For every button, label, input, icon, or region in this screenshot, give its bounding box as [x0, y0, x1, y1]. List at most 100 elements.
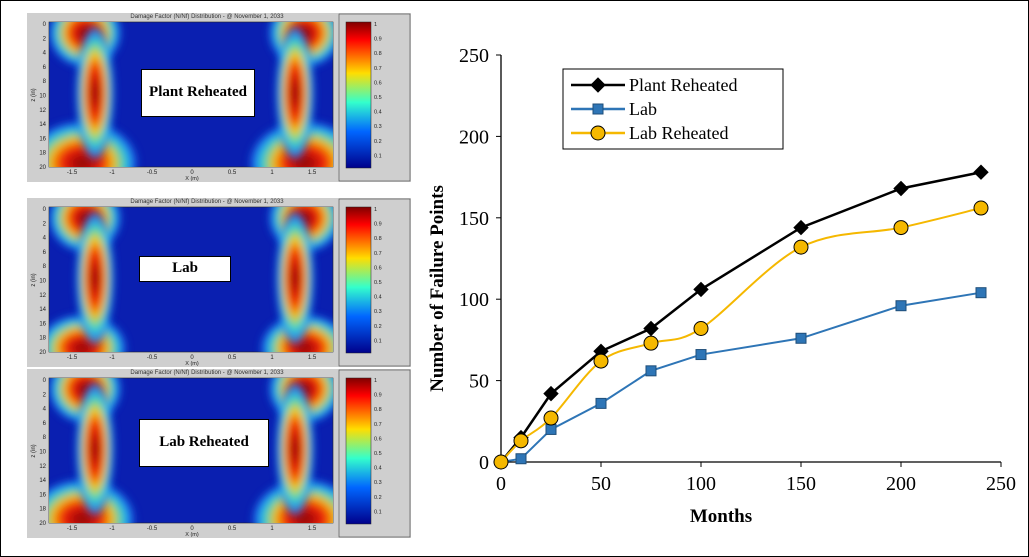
- colorbar-tick: 0.8: [374, 407, 382, 413]
- heatmap-ytick: 10: [39, 279, 46, 285]
- heatmap-xtick: -1.5: [67, 170, 78, 176]
- heatmap-xtick: 0: [190, 526, 194, 532]
- colorbar-tick: 0.9: [374, 393, 382, 399]
- colorbar-tick: 1: [374, 207, 377, 213]
- data-point: [545, 423, 557, 435]
- heatmap-ylabel: z (in): [31, 444, 37, 457]
- heatmap-ytick: 14: [39, 307, 46, 313]
- heatmap-xlabel: X (m): [185, 176, 199, 182]
- heatmap-ytick: 2: [43, 221, 47, 227]
- y-tick-label: 250: [459, 45, 489, 67]
- heatmap-ytick: 20: [39, 521, 46, 527]
- colorbar-tick: 0.7: [374, 66, 382, 72]
- heatmap-ytick: 14: [39, 122, 46, 128]
- colorbar: 1 0.9 0.8 0.7 0.6 0.5 0.4 0.3 0.2 0.1: [338, 13, 411, 182]
- y-tick-label: 200: [459, 126, 489, 148]
- heatmap-plot: 0 2 4 6 8 10 12 14 16 18 20 -1.5 -1 -0.5 0 0.5 1 1.5 z (in…: [31, 206, 334, 367]
- heatmap-ytick: 8: [43, 435, 47, 441]
- heatmap-xtick: 1: [270, 526, 274, 532]
- data-point: [643, 335, 659, 351]
- data-point: [493, 454, 509, 470]
- colorbar-tick: 0.3: [374, 309, 382, 315]
- data-point: [975, 287, 987, 299]
- data-point: [793, 219, 809, 236]
- heatmap-ytick: 18: [39, 507, 46, 513]
- heatmap-ytick: 0: [43, 378, 47, 384]
- data-point: [543, 410, 559, 426]
- data-point: [543, 385, 559, 402]
- data-point: [645, 365, 657, 377]
- colorbar-tick: 1: [374, 378, 377, 384]
- colorbar-tick: 0.6: [374, 436, 382, 442]
- heatmap-xtick: 0: [190, 170, 194, 176]
- x-tick-label: 0: [496, 473, 506, 495]
- heatmap-ytick: 16: [39, 136, 46, 142]
- heatmap-title: Damage Factor (N/Nf) Distribution - @ No…: [130, 370, 284, 376]
- colorbar-tick: 0.7: [374, 251, 382, 257]
- heatmap-xtick: -1: [109, 526, 115, 532]
- colorbar-tick: 0.5: [374, 95, 382, 101]
- colorbar: 1 0.9 0.8 0.7 0.6 0.5 0.4 0.3 0.2 0.1: [338, 369, 411, 538]
- colorbar-tick: 0.1: [374, 509, 382, 515]
- x-tick-label: 250: [986, 473, 1016, 495]
- legend-marker: [592, 103, 604, 115]
- colorbar-tick: 0.3: [374, 124, 382, 130]
- colorbar-tick: 1: [374, 22, 377, 28]
- heatmap-ytick: 4: [43, 236, 47, 242]
- series-line: [500, 291, 982, 463]
- heatmap-ytick: 8: [43, 264, 47, 270]
- heatmap-title: Damage Factor (N/Nf) Distribution - @ No…: [130, 199, 284, 205]
- heatmap-xtick: -0.5: [147, 526, 158, 532]
- x-tick-label: 50: [591, 473, 611, 495]
- colorbar-tick: 0.4: [374, 110, 382, 116]
- series-line: [500, 207, 982, 463]
- data-point: [695, 349, 707, 361]
- data-point: [643, 320, 659, 337]
- line-chart: 0 50 100 150 200 250 0 50 100 150 200 250 Months Numb…: [427, 45, 1016, 527]
- heatmap-xtick: -1: [109, 355, 115, 361]
- y-tick-label: 150: [459, 208, 489, 230]
- heatmap-xtick: -1.5: [67, 355, 78, 361]
- heatmap-ytick: 4: [43, 407, 47, 413]
- heatmap-xtick: -0.5: [147, 170, 158, 176]
- legend-entry: Lab Reheated: [629, 123, 728, 143]
- heatmap-ytick: 10: [39, 94, 46, 100]
- data-point: [595, 397, 607, 409]
- data-point: [513, 433, 529, 449]
- heatmap-title: Damage Factor (N/Nf) Distribution - @ No…: [130, 14, 284, 20]
- y-tick-label: 100: [459, 289, 489, 311]
- heatmap-ytick: 2: [43, 36, 47, 42]
- heatmap-panel: 0 2 4 6 8 10 12 14 16 18 20 -1.5 -1 -0.5 0 0.5 1 1.5 z (in…: [27, 369, 411, 538]
- colorbar-tick: 0.2: [374, 139, 382, 145]
- legend-marker: [590, 77, 606, 93]
- data-point: [693, 281, 709, 298]
- heatmap-ytick: 6: [43, 65, 47, 71]
- colorbar-tick: 0.2: [374, 495, 382, 501]
- heatmap-ytick: 4: [43, 51, 47, 57]
- heatmap-ytick: 12: [39, 108, 46, 114]
- heatmap-ylabel: z (in): [31, 273, 37, 286]
- heatmap-xtick: 1.5: [308, 170, 317, 176]
- heatmap-xtick: -0.5: [147, 355, 158, 361]
- data-point: [893, 180, 909, 197]
- x-axis-label: Months: [690, 506, 752, 527]
- colorbar-tick: 0.1: [374, 338, 382, 344]
- heatmap-xlabel: X (m): [185, 361, 199, 367]
- heatmap-ytick: 0: [43, 207, 47, 213]
- heatmap-xtick: 1.5: [308, 526, 317, 532]
- x-tick-label: 150: [786, 473, 816, 495]
- data-point: [895, 300, 907, 312]
- x-tick-label: 200: [886, 473, 916, 495]
- data-point: [973, 164, 989, 180]
- heatmap-xtick: 0.5: [228, 526, 237, 532]
- data-point: [793, 239, 809, 255]
- heatmap-xtick: 1: [270, 170, 274, 176]
- colorbar-tick: 0.8: [374, 236, 382, 242]
- colorbar-tick: 0.2: [374, 324, 382, 330]
- legend-entry: Lab: [629, 99, 657, 119]
- colorbar-tick: 0.6: [374, 265, 382, 271]
- heatmap-ytick: 0: [43, 22, 47, 28]
- y-tick-label: 0: [479, 452, 489, 474]
- heatmap-xlabel: X (m): [185, 532, 199, 538]
